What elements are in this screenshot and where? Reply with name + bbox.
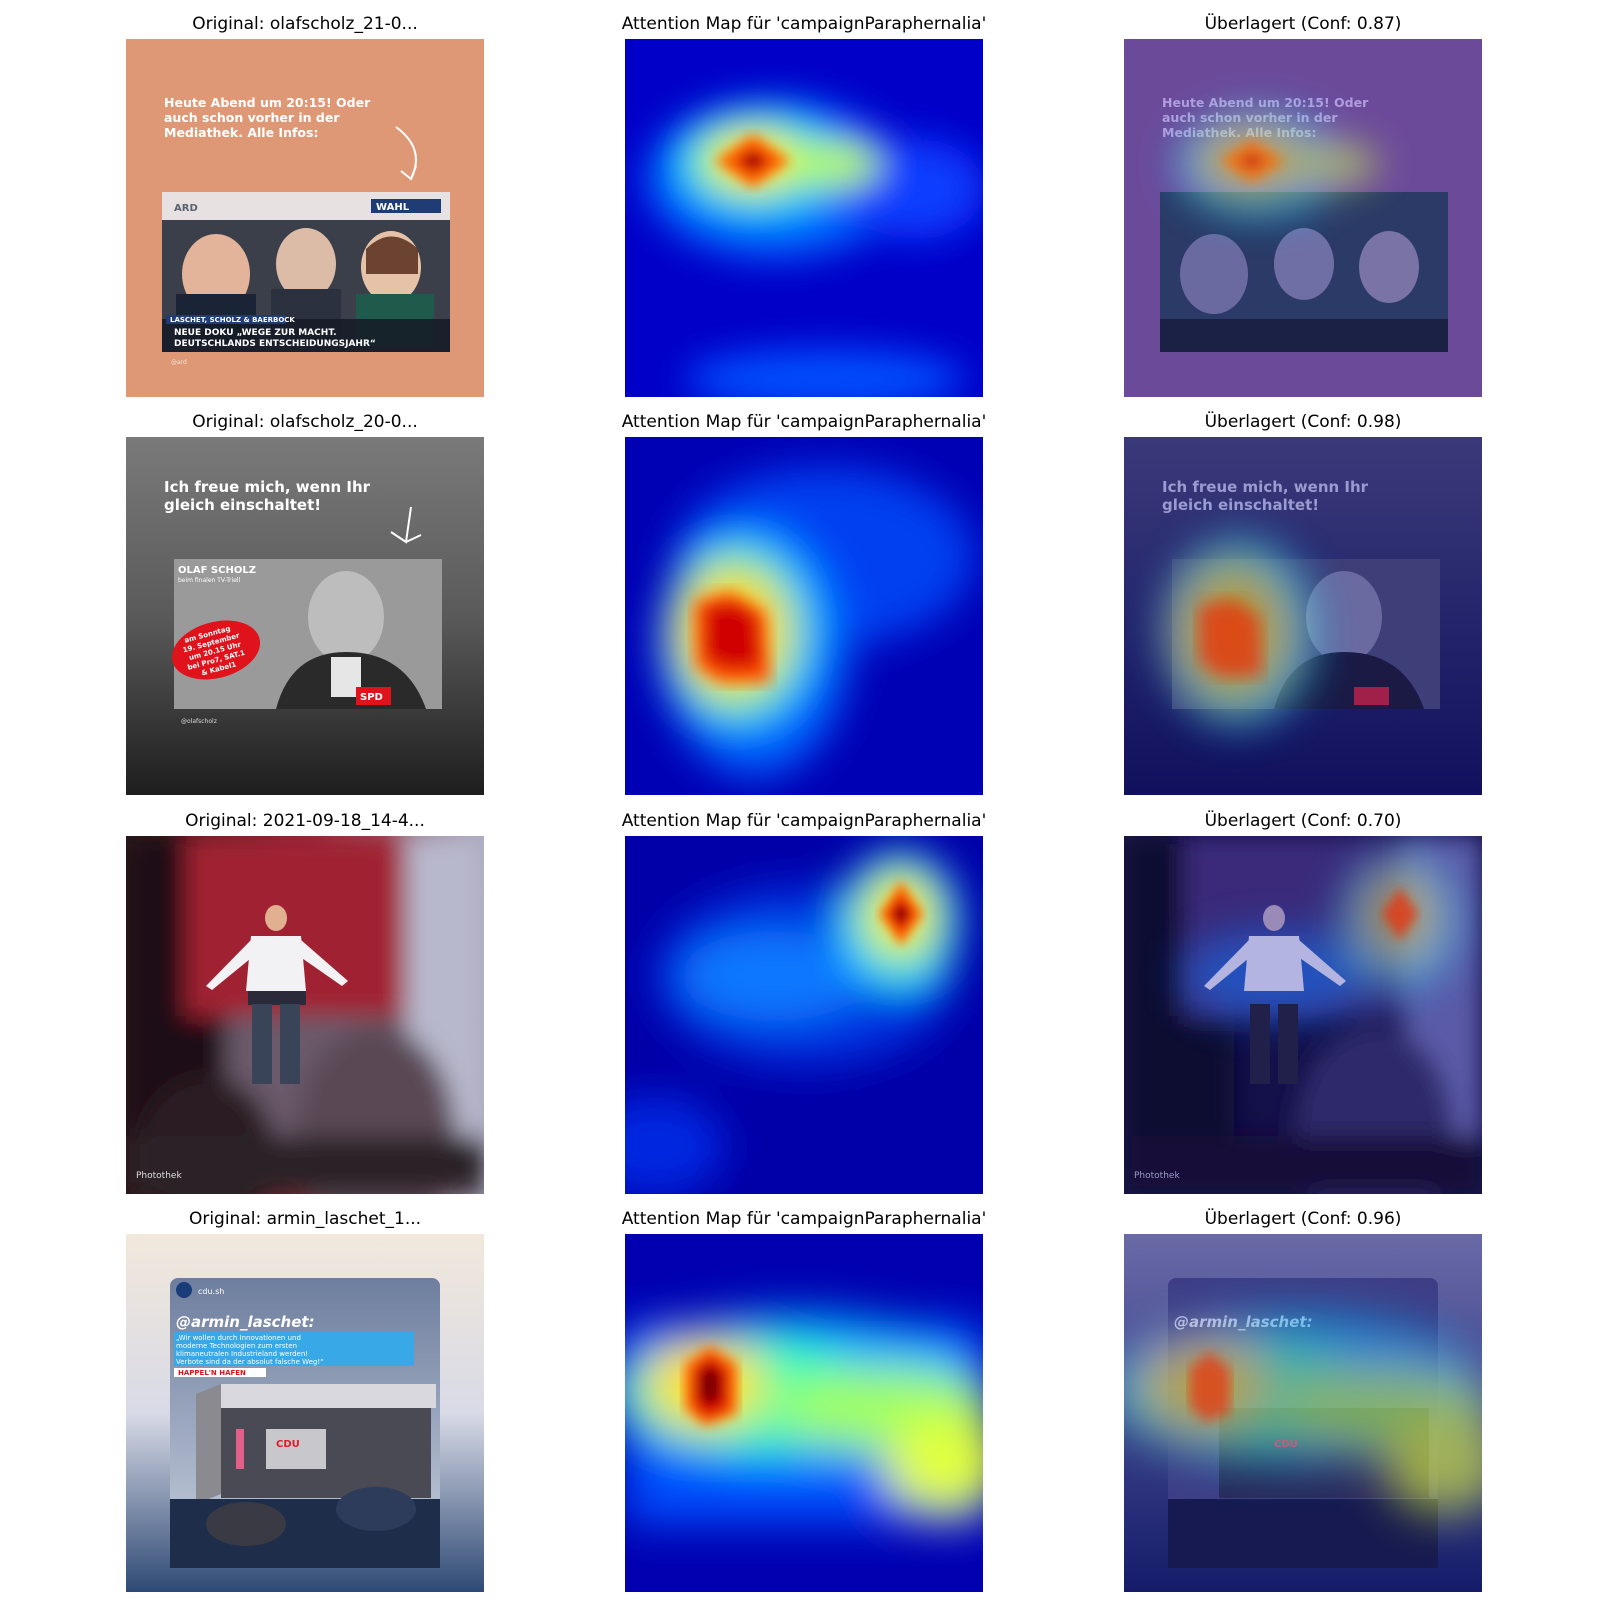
attention-map xyxy=(625,437,983,795)
caption-line: DEUTSCHLANDS ENTSCHEIDUNGSJAHR“ xyxy=(174,339,376,349)
overlay-title: Überlagert (Conf: 0.87) xyxy=(1204,14,1402,34)
overlay-panel: Überlagert (Conf: 0.87) Heute Abend um 2… xyxy=(1124,14,1482,398)
poster-subtitle: beim finalen TV-Triell xyxy=(178,577,241,584)
original-image: cdu.sh @armin_laschet: „Wir wollen durch… xyxy=(126,1234,484,1592)
poster-headline-line: Mediathek. Alle Infos: xyxy=(164,125,318,140)
brand-right: WAHL xyxy=(376,202,410,213)
attention-panel: Attention Map für 'campaignParaphernalia… xyxy=(622,14,986,398)
attention-title: Attention Map für 'campaignParaphernalia… xyxy=(621,14,987,34)
poster-handle: @ard xyxy=(171,359,187,366)
mention: @armin_laschet: xyxy=(176,1313,315,1331)
original-title: Original: olafscholz_21-0... xyxy=(192,14,418,34)
party-logo: SPD xyxy=(360,692,383,703)
poster-headline-line: Heute Abend um 20:15! Oder xyxy=(1162,95,1369,110)
caption-line: NEUE DOKU „WEGE ZUR MACHT. xyxy=(174,328,337,338)
poster-handle: @olafscholz xyxy=(181,718,217,725)
account-name: cdu.sh xyxy=(198,1287,224,1296)
original-panel: Original: armin_laschet_1... cdu.sh @arm… xyxy=(126,1209,484,1593)
attention-map xyxy=(625,836,983,1194)
original-panel: Original: 2021-09-18_14-4... xyxy=(126,811,484,1195)
overlay-title: Überlagert (Conf: 0.98) xyxy=(1204,412,1402,432)
poster-headline-line: Ich freue mich, wenn Ihr xyxy=(1162,478,1369,496)
overlay-title: Überlagert (Conf: 0.70) xyxy=(1204,811,1402,831)
poster-name: OLAF SCHOLZ xyxy=(178,565,256,576)
overlay-panel: Überlagert (Conf: 0.98) Ich freue mich, … xyxy=(1124,412,1482,796)
stage-sign: CDU xyxy=(1274,1439,1298,1450)
attention-map xyxy=(625,39,983,397)
attention-panel: Attention Map für 'campaignParaphernalia… xyxy=(622,1209,986,1593)
overlay-image: Photothek xyxy=(1124,836,1482,1194)
attention-map xyxy=(625,1234,983,1592)
overlay-panel: Überlagert (Conf: 0.96) @armin_laschet: xyxy=(1124,1209,1482,1593)
original-image: Ich freue mich, wenn Ihr gleich einschal… xyxy=(126,437,484,795)
quote-line: Verbote sind da der absolut falsche Weg!… xyxy=(176,1358,324,1366)
attention-panel: Attention Map für 'campaignParaphernalia… xyxy=(622,811,986,1195)
stage-sign: CDU xyxy=(276,1439,300,1450)
original-image: Heute Abend um 20:15! Oder auch schon vo… xyxy=(126,39,484,397)
attention-title: Attention Map für 'campaignParaphernalia… xyxy=(621,1209,987,1229)
overlay-title: Überlagert (Conf: 0.96) xyxy=(1204,1209,1402,1229)
poster-headline-line: Ich freue mich, wenn Ihr xyxy=(164,478,371,496)
attention-title: Attention Map für 'campaignParaphernalia… xyxy=(621,412,987,432)
original-title: Original: 2021-09-18_14-4... xyxy=(185,811,425,831)
overlay-image: Ich freue mich, wenn Ihr gleich einschal… xyxy=(1124,437,1482,795)
poster-headline-line: auch schon vorher in der xyxy=(164,110,340,125)
quote-line: klimaneutralen Industrieland werden! xyxy=(176,1350,308,1358)
overlay-panel: Überlagert (Conf: 0.70) xyxy=(1124,811,1482,1195)
poster-headline-line: Heute Abend um 20:15! Oder xyxy=(164,95,371,110)
poster-headline-line: gleich einschaltet! xyxy=(164,496,321,514)
attention-title: Attention Map für 'campaignParaphernalia… xyxy=(621,811,987,831)
poster-headline-line: gleich einschaltet! xyxy=(1162,496,1319,514)
overlay-image: @armin_laschet: CDU xyxy=(1124,1234,1482,1592)
photo-credit: Photothek xyxy=(136,1171,182,1181)
original-title: Original: olafscholz_20-0... xyxy=(192,412,418,432)
original-panel: Original: olafscholz_20-0... Ich freue m… xyxy=(126,412,484,796)
quote-line: moderne Technologien zum ersten xyxy=(176,1342,297,1350)
brand-left: ARD xyxy=(174,203,198,214)
original-panel: Original: olafscholz_21-0... Heute Abend… xyxy=(126,14,484,398)
photo-credit: Photothek xyxy=(1134,1171,1180,1181)
event-tag: HAPPEL'N HAFEN xyxy=(178,1369,246,1377)
original-image: Photothek xyxy=(126,836,484,1194)
original-title: Original: armin_laschet_1... xyxy=(188,1209,422,1229)
caption-top: LASCHET, SCHOLZ & BAERBOCK xyxy=(170,316,295,324)
attention-panel: Attention Map für 'campaignParaphernalia… xyxy=(622,412,986,796)
overlay-image: Heute Abend um 20:15! Oder auch schon vo… xyxy=(1124,39,1482,397)
quote-line: „Wir wollen durch Innovationen und xyxy=(176,1334,301,1342)
